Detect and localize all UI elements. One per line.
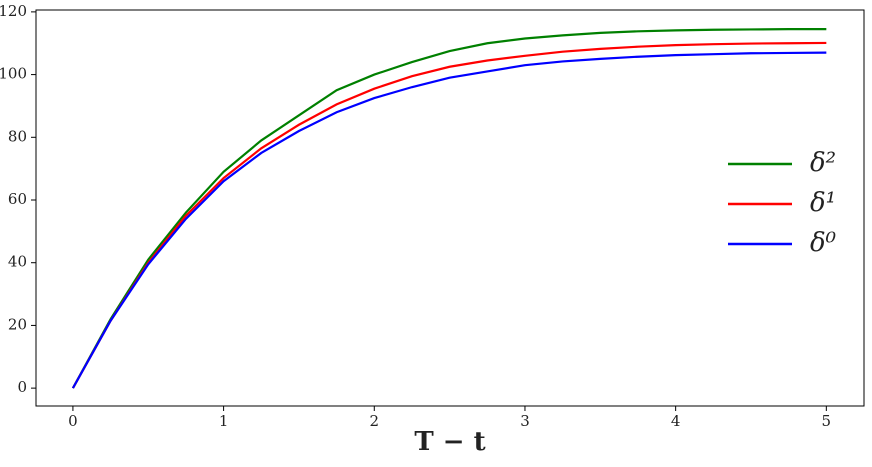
x-tick-label: 2 xyxy=(370,412,380,430)
line-series xyxy=(71,41,827,389)
x-tick-label: 5 xyxy=(822,412,832,430)
y-tick-label: 40 xyxy=(8,253,27,271)
x-tick-label: 4 xyxy=(671,412,681,430)
x-tick-label: 0 xyxy=(68,412,78,430)
x-tick-label: 1 xyxy=(219,412,229,430)
y-tick-label: 120 xyxy=(0,2,27,20)
legend-label: δ¹ xyxy=(810,188,836,218)
y-tick-label: 60 xyxy=(8,190,27,208)
y-tick-label: 80 xyxy=(8,127,27,145)
line-series xyxy=(71,28,827,389)
y-tick-label: 0 xyxy=(17,378,27,396)
y-tick-label: 20 xyxy=(8,315,27,333)
x-tick-label: 3 xyxy=(520,412,530,430)
legend-label: δ² xyxy=(810,148,836,178)
line-series xyxy=(71,51,827,389)
legend-label: δ⁰ xyxy=(810,228,837,258)
x-axis-label: T − t xyxy=(414,427,485,457)
plot-frame xyxy=(35,9,865,407)
y-tick-label: 100 xyxy=(0,65,27,83)
